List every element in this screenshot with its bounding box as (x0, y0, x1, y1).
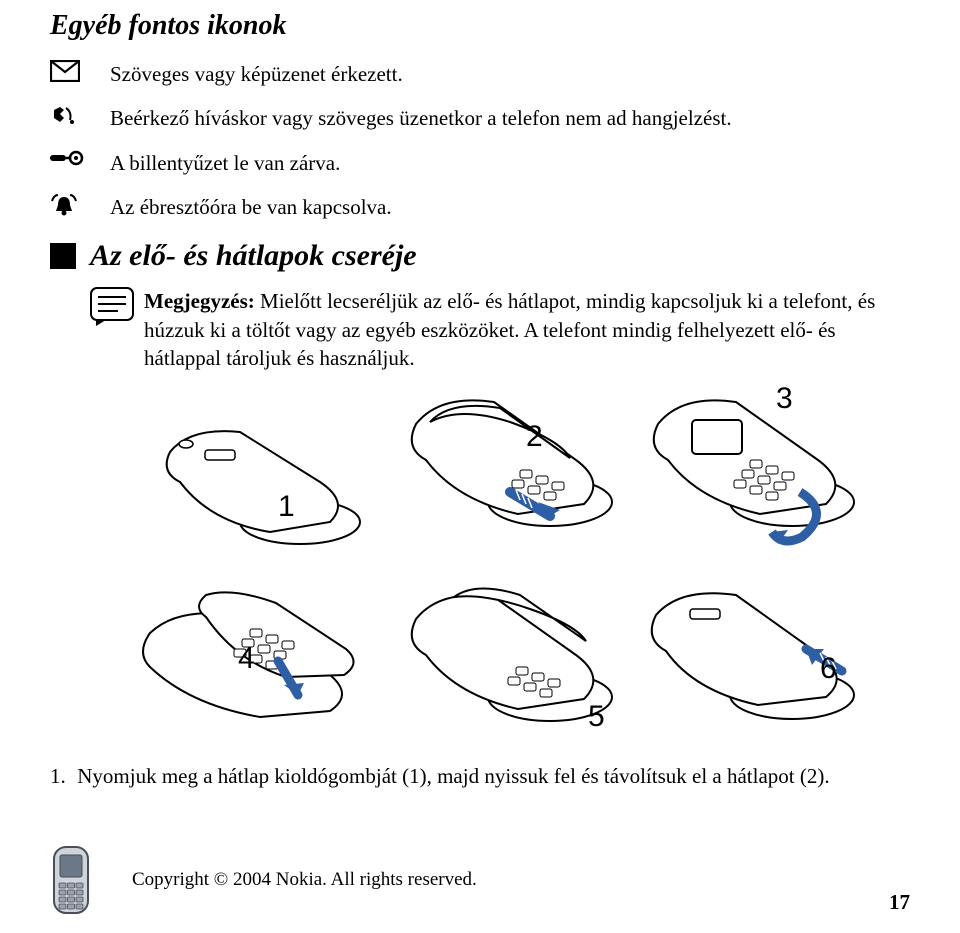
icon-list: Szöveges vagy képüzenet érkezett. Beérke… (50, 60, 910, 221)
copyright-text: Copyright © 2004 Nokia. All rights reser… (132, 869, 477, 891)
phone-step-4-icon (130, 587, 380, 737)
step-body: Nyomjuk meg a hátlap kioldógombját (1), … (77, 764, 829, 788)
icon-row-silent: Beérkező híváskor vagy szöveges üzenetko… (50, 104, 910, 132)
silent-icon (50, 104, 78, 128)
keylock-icon (50, 149, 86, 169)
envelope-icon (50, 60, 80, 82)
icon-row-keylock: A billentyűzet le van zárva. (50, 149, 910, 177)
diagram-label-5: 5 (588, 700, 605, 734)
diagram-label-3: 3 (776, 382, 793, 416)
step-1: 1. Nyomjuk meg a hátlap kioldógombját (1… (50, 762, 910, 790)
section-header: Az elő- és hátlapok cseréje (50, 239, 910, 273)
icon-text: Az ébresztőóra be van kapcsolva. (110, 193, 392, 221)
phone-thumbnail-icon (50, 845, 92, 915)
icon-text: Beérkező híváskor vagy szöveges üzenetko… (110, 104, 732, 132)
diagram: 1 2 3 4 5 6 (90, 382, 910, 752)
section-title: Az elő- és hátlapok cseréje (90, 239, 417, 273)
page-number: 17 (889, 890, 910, 915)
diagram-label-4: 4 (238, 642, 255, 676)
icon-row-alarm: Az ébresztőóra be van kapcsolva. (50, 193, 910, 221)
square-bullet-icon (50, 243, 76, 269)
phone-step-3-icon (632, 382, 872, 552)
diagram-label-6: 6 (820, 652, 837, 686)
step-number: 1. (50, 762, 72, 790)
page-title: Egyéb fontos ikonok (50, 10, 910, 42)
diagram-label-1: 1 (278, 490, 295, 524)
icon-text: A billentyűzet le van zárva. (110, 149, 340, 177)
note-text: Megjegyzés: Mielőtt lecseréljük az elő- … (144, 287, 910, 372)
footer: Copyright © 2004 Nokia. All rights reser… (50, 845, 910, 915)
note-icon (90, 287, 134, 327)
alarm-icon (50, 193, 78, 217)
icon-text: Szöveges vagy képüzenet érkezett. (110, 60, 403, 88)
note-row: Megjegyzés: Mielőtt lecseréljük az elő- … (90, 287, 910, 372)
note-label: Megjegyzés: (144, 289, 255, 313)
phone-step-1-icon (150, 422, 370, 552)
phone-step-2-icon (390, 382, 630, 542)
icon-row-envelope: Szöveges vagy képüzenet érkezett. (50, 60, 910, 88)
diagram-label-2: 2 (526, 420, 543, 454)
